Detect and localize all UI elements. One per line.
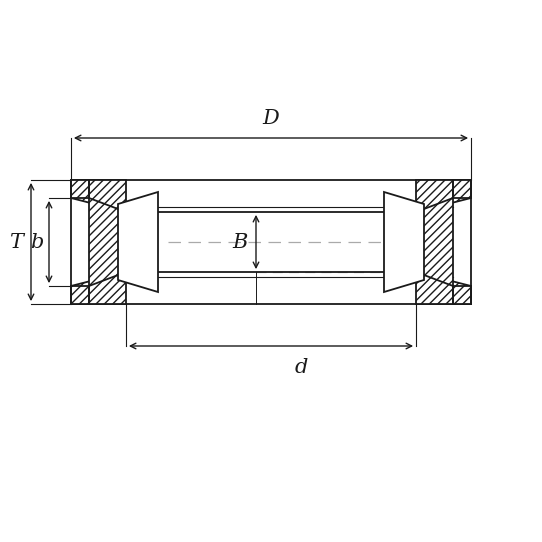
Polygon shape [71, 286, 89, 304]
Polygon shape [71, 180, 126, 212]
Polygon shape [71, 180, 89, 198]
Polygon shape [71, 272, 126, 304]
Text: b: b [30, 233, 43, 251]
Polygon shape [416, 198, 453, 286]
Polygon shape [416, 180, 471, 212]
Text: D: D [263, 109, 279, 128]
Text: d: d [294, 358, 308, 377]
Polygon shape [384, 192, 424, 292]
Text: B: B [233, 233, 248, 251]
Polygon shape [118, 192, 158, 292]
Polygon shape [89, 198, 126, 286]
Polygon shape [416, 272, 471, 304]
Text: T: T [9, 233, 23, 251]
Polygon shape [453, 286, 471, 304]
Polygon shape [453, 180, 471, 198]
